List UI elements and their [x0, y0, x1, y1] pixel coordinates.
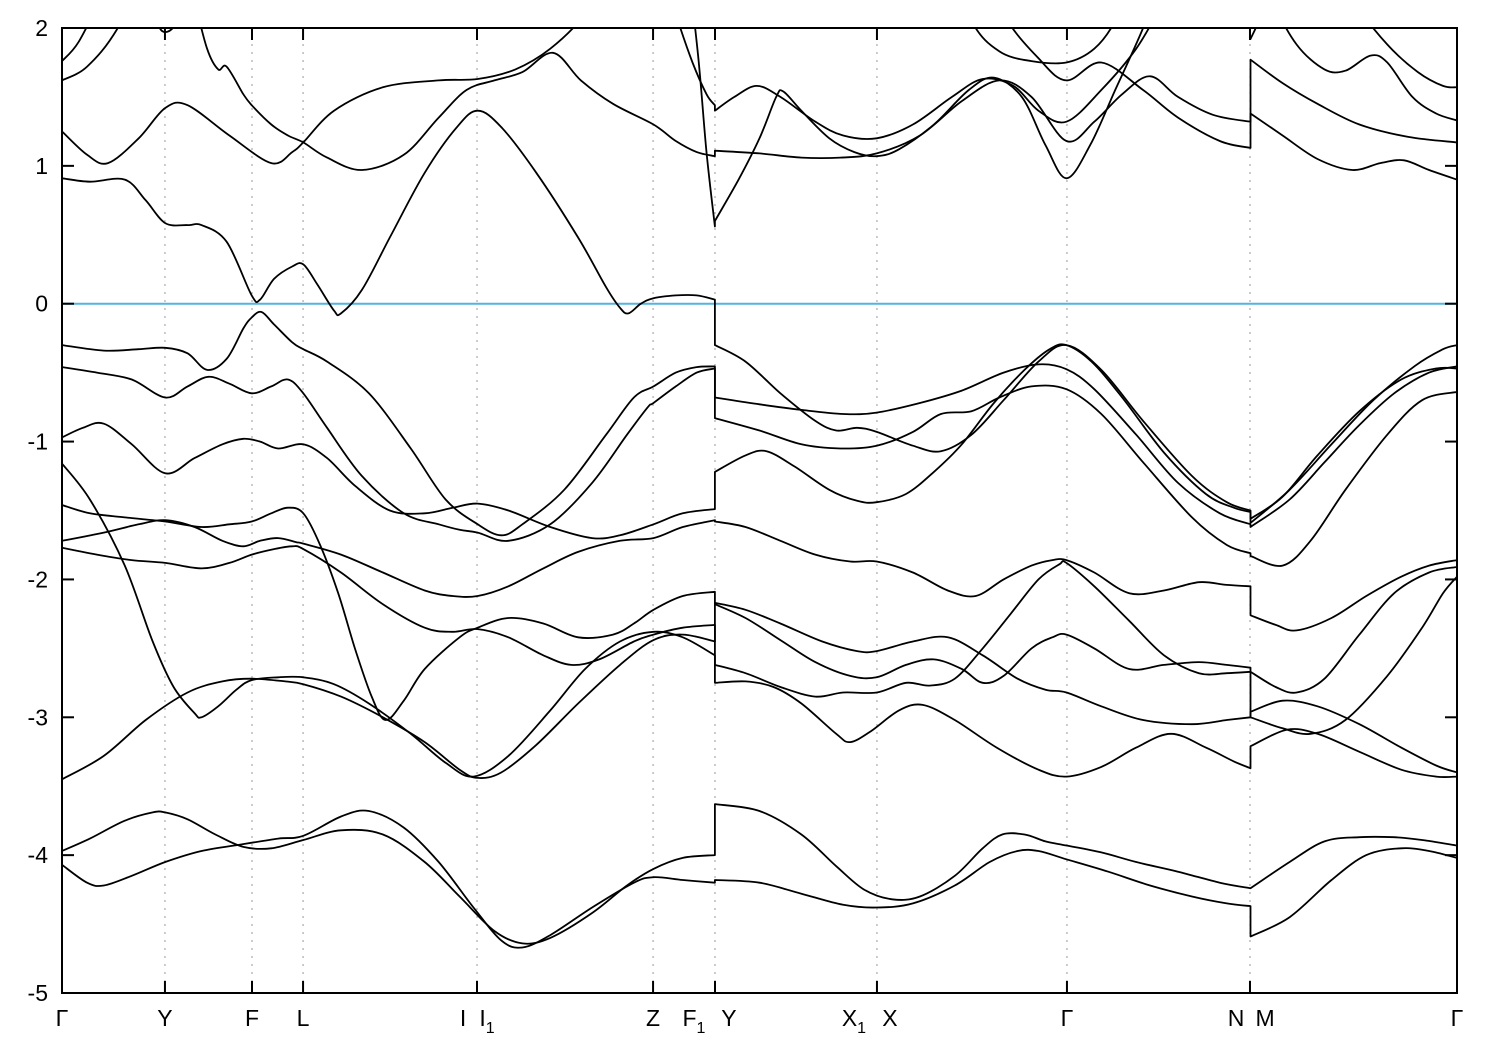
- k-point-label: N: [1228, 1005, 1245, 1031]
- band-curve: [1249, 28, 1257, 40]
- k-point-label: I: [460, 1005, 466, 1031]
- y-axis-tick-label: -5: [28, 980, 48, 1006]
- band-curve: [62, 809, 1457, 949]
- y-axis-tick-label: -4: [28, 842, 49, 868]
- k-point-label: F1: [682, 1005, 705, 1037]
- band-curve: [62, 28, 88, 62]
- k-point-label: Y: [721, 1005, 736, 1031]
- band-curve: [62, 602, 1457, 781]
- band-curve: [62, 519, 1457, 632]
- plot-border: [61, 27, 1458, 994]
- band-curve: [62, 343, 1457, 540]
- band-curves-group: [62, 28, 1457, 949]
- band-curve: [1011, 28, 1457, 149]
- k-point-label: Γ: [1061, 1005, 1074, 1031]
- band-curve: [974, 28, 1113, 65]
- band-curve: [62, 28, 119, 82]
- k-point-label: Γ: [56, 1005, 69, 1031]
- y-axis-tick-label: 2: [35, 15, 48, 41]
- k-point-label: X: [882, 1005, 897, 1031]
- y-axis-tick-label: 1: [35, 153, 48, 179]
- y-axis-tick-label: 0: [35, 291, 48, 317]
- band-curve: [62, 310, 1457, 537]
- band-curve: [62, 545, 1457, 735]
- k-point-label: X1: [842, 1005, 866, 1037]
- band-curve: [62, 28, 575, 165]
- y-axis-tick-label: -1: [28, 429, 48, 455]
- y-axis-tick-label: -3: [28, 704, 48, 730]
- band-curve: [62, 462, 1457, 778]
- band-curve: [62, 803, 1457, 945]
- k-point-label: Γ: [1451, 1005, 1464, 1031]
- band-curve: [694, 28, 1145, 228]
- band-curve: [62, 366, 1457, 567]
- k-point-label: Z: [646, 1005, 660, 1031]
- band-curve: [679, 28, 1151, 140]
- k-point-label: I1: [479, 1005, 494, 1037]
- k-point-label: Y: [157, 1005, 172, 1031]
- band-curve: [1371, 28, 1457, 89]
- k-point-label: F: [245, 1005, 259, 1031]
- band-curve: [62, 109, 1457, 524]
- k-point-label: L: [297, 1005, 310, 1031]
- band-curve: [1285, 28, 1457, 122]
- k-point-label: M: [1255, 1005, 1274, 1031]
- y-axis-tick-label: -2: [28, 566, 48, 592]
- band-curve: [200, 28, 1457, 181]
